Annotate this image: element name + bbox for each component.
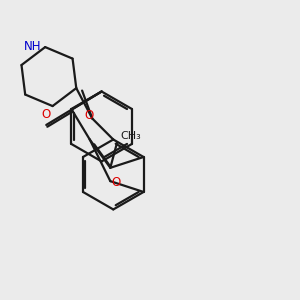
Text: O: O bbox=[85, 109, 94, 122]
Text: CH₃: CH₃ bbox=[120, 131, 141, 141]
Text: O: O bbox=[42, 108, 51, 121]
Text: O: O bbox=[111, 176, 120, 189]
Text: NH: NH bbox=[23, 40, 41, 53]
